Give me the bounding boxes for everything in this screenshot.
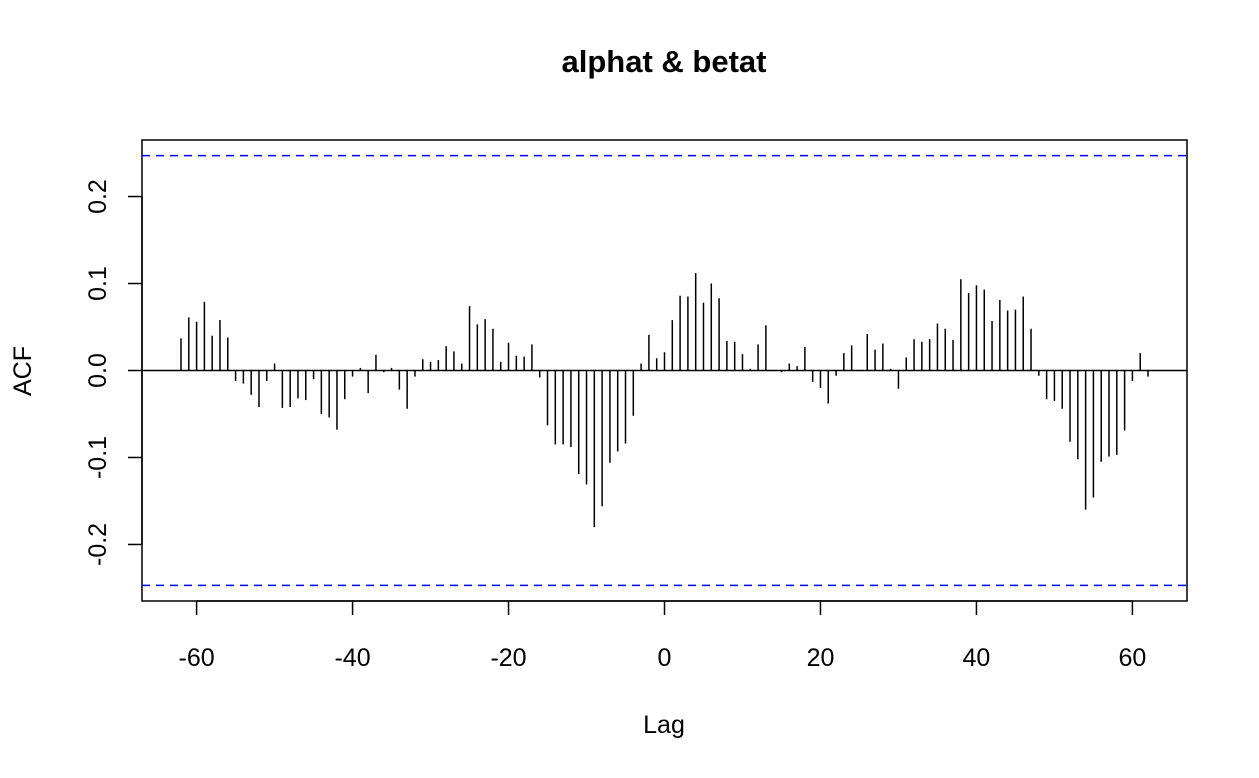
x-tick-label: 20 xyxy=(807,644,835,672)
y-tick-label: -0.1 xyxy=(84,436,112,479)
x-tick-label: 40 xyxy=(963,644,991,672)
y-axis: -0.2 -0.1 0.0 0.1 0.2 xyxy=(84,179,143,566)
x-tick-label: 60 xyxy=(1119,644,1147,672)
x-tick-label: 0 xyxy=(658,644,672,672)
y-tick-label: 0.1 xyxy=(84,266,112,301)
acf-bars xyxy=(180,273,1149,528)
y-tick-label: 0.2 xyxy=(84,179,112,214)
x-axis: -60 -40 -20 0 20 40 60 xyxy=(179,600,1147,672)
x-tick-label: -40 xyxy=(334,644,370,672)
confidence-bounds xyxy=(142,154,1187,587)
y-axis-label: ACF xyxy=(9,346,37,396)
chart-title: alphat & betat xyxy=(562,44,767,79)
x-axis-label: Lag xyxy=(643,711,685,739)
y-tick-label: 0.0 xyxy=(84,353,112,388)
x-tick-label: -20 xyxy=(490,644,526,672)
y-tick-label: -0.2 xyxy=(84,523,112,566)
x-tick-label: -60 xyxy=(179,644,215,672)
